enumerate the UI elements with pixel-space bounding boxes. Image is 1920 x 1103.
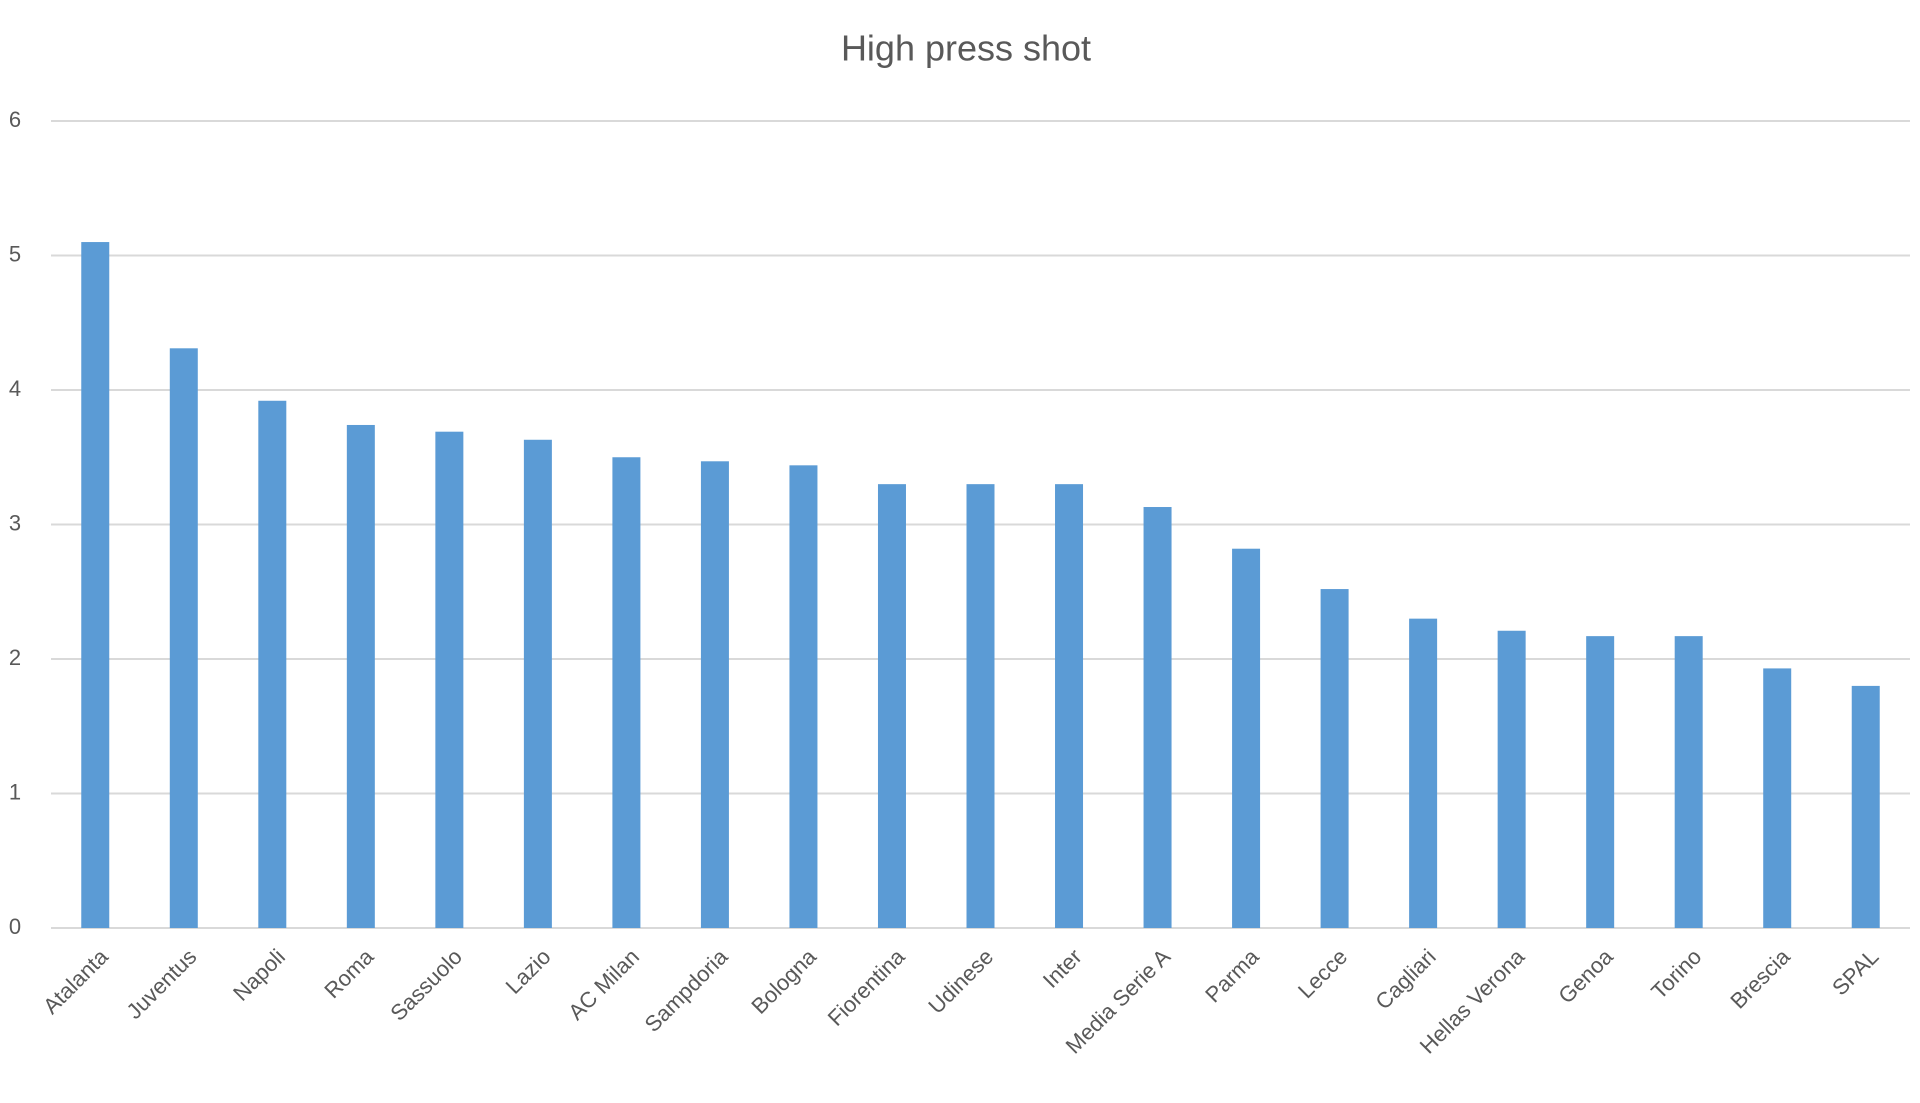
x-tick-label: Sassuolo <box>385 944 467 1026</box>
y-tick-label: 3 <box>9 510 21 535</box>
x-tick-label: Udinese <box>923 944 998 1019</box>
bar <box>1055 484 1084 928</box>
bar <box>169 348 198 928</box>
bar <box>1497 630 1526 928</box>
x-tick-label: Sampdoria <box>640 943 733 1036</box>
x-tick-label: Lazio <box>501 944 556 999</box>
bar <box>1409 618 1438 928</box>
x-tick-label: Torino <box>1646 944 1706 1004</box>
y-tick-label: 6 <box>9 107 21 132</box>
bar <box>612 457 641 928</box>
bar <box>1763 668 1792 928</box>
x-tick-label: Bologna <box>746 943 821 1018</box>
bar <box>1143 507 1172 928</box>
y-tick-label: 5 <box>9 241 21 266</box>
y-tick-label: 4 <box>9 376 21 401</box>
x-tick-label: Lecce <box>1293 944 1352 1003</box>
bar <box>789 465 818 928</box>
x-tick-label: Napoli <box>228 944 290 1006</box>
x-tick-label: Cagliari <box>1370 944 1440 1014</box>
bar <box>1232 548 1261 928</box>
bar <box>346 424 375 928</box>
bar <box>700 461 729 928</box>
bar <box>435 431 464 928</box>
bar <box>1320 589 1349 928</box>
bar <box>81 242 110 929</box>
x-tick-label: AC Milan <box>563 944 644 1025</box>
chart-title: High press shot <box>841 28 1091 69</box>
x-tick-label: Atalanta <box>38 943 113 1018</box>
bar <box>877 484 906 928</box>
bar <box>966 484 995 928</box>
y-tick-label: 1 <box>9 779 21 804</box>
y-tick-label: 2 <box>9 645 21 670</box>
bar <box>523 439 552 928</box>
x-tick-label: Brescia <box>1725 943 1795 1013</box>
x-tick-label: Juventus <box>121 944 201 1024</box>
x-tick-label: SPAL <box>1827 944 1883 1000</box>
x-tick-label: Roma <box>319 943 379 1003</box>
x-tick-label: Fiorentina <box>823 943 910 1030</box>
y-tick-label: 0 <box>9 914 21 939</box>
x-tick-label: Inter <box>1038 944 1087 993</box>
bar <box>1674 636 1703 928</box>
x-tick-label: Genoa <box>1553 943 1618 1008</box>
bar <box>258 400 287 928</box>
bar <box>1586 636 1615 928</box>
bar <box>1851 685 1880 928</box>
x-tick-label: Parma <box>1200 943 1264 1007</box>
